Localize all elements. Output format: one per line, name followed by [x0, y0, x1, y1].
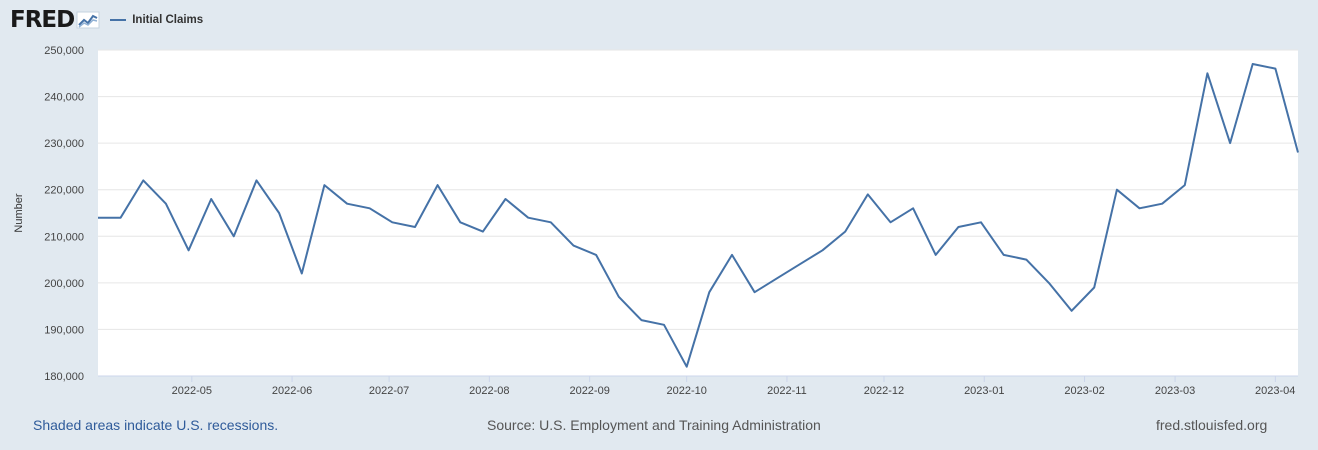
x-tick-label: 2022-06	[272, 385, 312, 397]
x-tick-label: 2022-09	[569, 385, 609, 397]
y-tick-label: 230,000	[44, 138, 84, 150]
y-tick-label: 210,000	[44, 231, 84, 243]
legend: Initial Claims	[110, 14, 203, 26]
series-layer	[98, 63, 1299, 368]
y-axis-label: Number	[13, 193, 25, 232]
x-axis: 2022-05 2022-06 2022-07 2022-08 2022-09 2022-…	[98, 375, 1298, 397]
y-tick-label: 200,000	[44, 278, 84, 290]
legend-swatch	[110, 19, 127, 21]
x-tick-label: 2022-08	[469, 385, 509, 397]
y-axis: 180,000 190,000 200,000 210,000 220,000 230,0…	[44, 45, 84, 383]
recession-note-link[interactable]: Shaded areas indicate U.S. recessions.	[33, 417, 279, 433]
x-tick-label: 2023-02	[1064, 385, 1104, 397]
x-tick-label: 2023-04	[1255, 385, 1295, 397]
plot-area	[98, 50, 1298, 376]
y-tick-label: 180,000	[44, 371, 84, 383]
y-tick-label: 250,000	[44, 45, 84, 57]
x-tick-label: 2022-11	[767, 385, 807, 397]
chart-line-icon	[76, 11, 100, 29]
series-line[interactable]	[98, 63, 1299, 368]
chart-header: FRED Initial Claims	[10, 6, 203, 34]
x-tick-label: 2023-03	[1155, 385, 1195, 397]
site-url[interactable]: fred.stlouisfed.org	[1156, 417, 1268, 433]
x-tick-label: 2022-10	[666, 385, 706, 397]
x-tick-label: 2023-01	[964, 385, 1004, 397]
x-tick-label: 2022-05	[172, 385, 212, 397]
y-tick-label: 240,000	[44, 92, 84, 104]
legend-label: Initial Claims	[132, 14, 204, 26]
y-tick-label: 220,000	[44, 185, 84, 197]
y-tick-label: 190,000	[44, 324, 84, 336]
x-tick-label: 2022-12	[864, 385, 904, 397]
source-text: Source: U.S. Employment and Training Adm…	[487, 417, 821, 433]
fred-logo-text: FRED	[10, 7, 75, 33]
fred-logo[interactable]: FRED	[10, 7, 100, 33]
x-tick-label: 2022-07	[369, 385, 409, 397]
line-chart: 180,000 190,000 200,000 210,000 220,000 230,0…	[13, 45, 1299, 397]
